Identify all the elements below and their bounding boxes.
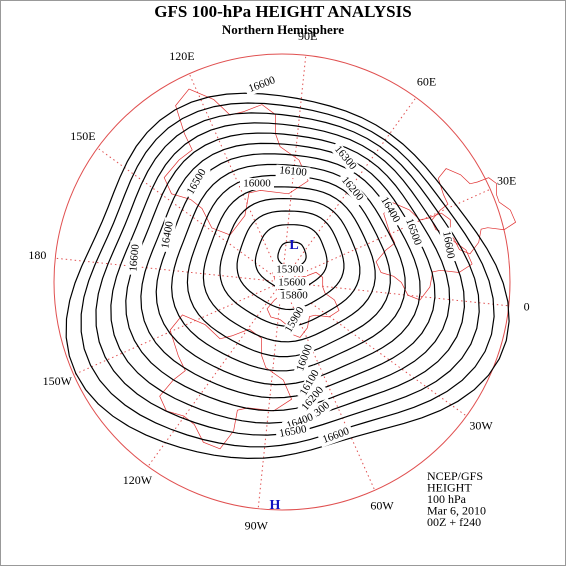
label-bg (273, 264, 307, 276)
longitude-label: 180 (28, 248, 46, 262)
contour (202, 186, 376, 343)
contour-label: 16100 (279, 164, 308, 178)
coastline (266, 264, 340, 338)
info-line: Mar 6, 2010 (427, 503, 486, 517)
label-bg (183, 164, 211, 200)
longitude-label: 30E (497, 174, 516, 188)
label-bg (275, 423, 311, 441)
longitude-label: 90E (298, 29, 317, 43)
longitude-label: 30W (469, 418, 493, 432)
contour (95, 112, 480, 436)
meridian (55, 257, 283, 283)
longitude-label: 0 (524, 299, 530, 313)
contour (219, 197, 361, 327)
longitude-label: 90W (245, 518, 269, 532)
contour-label: 16400 (159, 220, 176, 250)
coastline (431, 168, 517, 255)
meridian (73, 281, 283, 376)
label-bg (275, 277, 309, 289)
longitude-label: 120E (169, 49, 194, 63)
label-bg (240, 178, 274, 190)
meridian (147, 281, 283, 467)
meridian (257, 281, 283, 509)
contour (80, 102, 495, 448)
contour (186, 174, 391, 358)
label-bg (159, 217, 177, 253)
label-bg (296, 365, 324, 401)
coastline (163, 88, 309, 236)
meridian (188, 73, 283, 283)
label-bg (297, 382, 329, 416)
contour (65, 92, 510, 460)
contour (236, 210, 345, 311)
label-bg (329, 141, 361, 175)
label-bg (293, 339, 317, 377)
info-line: NCEP/GFS (427, 469, 483, 483)
title: GFS 100-hPa HEIGHT ANALYSIS (154, 2, 411, 21)
contour-label: 16600 (440, 230, 457, 260)
longitude-label: 150W (43, 374, 73, 388)
longitude-label: 150E (70, 129, 95, 143)
contour (110, 122, 466, 424)
info-line: 00Z + f240 (427, 515, 481, 529)
label-bg (281, 302, 309, 338)
longitude-label: 120W (123, 473, 153, 487)
subtitle: Northern Hemisphere (222, 22, 344, 37)
label-bg (376, 192, 404, 228)
meridian (281, 281, 467, 417)
longitude-label: 60E (417, 75, 436, 89)
meridian (281, 281, 509, 307)
contour-label: 15300 (276, 264, 304, 276)
high-marker: H (270, 498, 281, 513)
info-line: HEIGHT (427, 480, 472, 494)
contour-label: 15600 (278, 277, 306, 289)
label-bg (277, 290, 311, 302)
low-marker: L (289, 238, 298, 253)
label-bg (317, 424, 355, 448)
contour-label: 16600 (127, 243, 141, 272)
coastline (375, 202, 473, 301)
contour-label: 16000 (243, 178, 271, 190)
label-bg (439, 227, 457, 263)
info-line: 100 hPa (427, 492, 467, 506)
label-bg (336, 172, 368, 206)
contour-label: 15800 (280, 290, 308, 302)
map-border (53, 53, 511, 511)
label-bg (275, 164, 311, 180)
meridian (97, 147, 283, 283)
label-bg (401, 213, 425, 251)
longitude-label: 60W (370, 498, 394, 512)
label-bg (243, 73, 281, 97)
label-bg (127, 240, 143, 276)
contour-label: 16500 (278, 423, 308, 440)
